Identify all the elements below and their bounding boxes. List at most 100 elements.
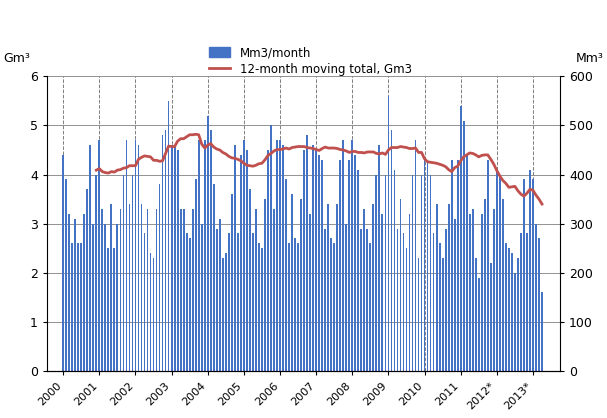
Bar [92, 224, 94, 371]
Bar [240, 155, 242, 371]
Bar [505, 243, 507, 371]
Bar [376, 175, 378, 371]
Bar [246, 150, 248, 371]
Bar [466, 155, 467, 371]
Bar [538, 238, 540, 371]
Bar [304, 150, 305, 371]
Bar [126, 140, 127, 371]
Bar [77, 243, 79, 371]
Bar [396, 229, 398, 371]
Bar [282, 145, 284, 371]
Bar [189, 238, 191, 371]
Bar [69, 214, 70, 371]
Bar [523, 179, 525, 371]
Bar [267, 150, 269, 371]
Bar [354, 155, 356, 371]
Bar [264, 199, 266, 371]
Bar [514, 273, 516, 371]
Bar [138, 145, 140, 371]
Bar [273, 209, 275, 371]
Bar [387, 96, 389, 371]
Bar [168, 101, 169, 371]
Bar [186, 234, 188, 371]
Legend: Mm3/month, 12-month moving total, Gm3: Mm3/month, 12-month moving total, Gm3 [207, 44, 414, 78]
Bar [324, 229, 326, 371]
Bar [312, 145, 314, 371]
Bar [351, 140, 353, 371]
Bar [439, 243, 441, 371]
Bar [463, 120, 464, 371]
Bar [249, 189, 251, 371]
Bar [508, 248, 510, 371]
Bar [379, 145, 381, 371]
Bar [409, 214, 410, 371]
Bar [451, 160, 453, 371]
Bar [95, 175, 97, 371]
Bar [430, 175, 432, 371]
Bar [147, 209, 149, 371]
Bar [381, 214, 383, 371]
Bar [132, 175, 134, 371]
Bar [318, 155, 320, 371]
Bar [390, 130, 392, 371]
Bar [532, 179, 534, 371]
Bar [345, 224, 347, 371]
Bar [315, 150, 317, 371]
Bar [270, 125, 272, 371]
Bar [101, 209, 103, 371]
Bar [198, 140, 200, 371]
Bar [415, 140, 416, 371]
Bar [237, 234, 239, 371]
Bar [399, 199, 401, 371]
Bar [541, 293, 543, 371]
Bar [348, 160, 350, 371]
Bar [535, 224, 537, 371]
Bar [252, 234, 254, 371]
Bar [117, 224, 118, 371]
Bar [110, 204, 112, 371]
Bar [475, 258, 476, 371]
Bar [74, 219, 76, 371]
Bar [66, 179, 67, 371]
Bar [135, 140, 137, 371]
Bar [86, 189, 88, 371]
Bar [243, 140, 245, 371]
Bar [393, 170, 395, 371]
Bar [219, 219, 221, 371]
Bar [192, 209, 194, 371]
Bar [493, 209, 495, 371]
Bar [373, 204, 375, 371]
Bar [228, 234, 229, 371]
Bar [158, 184, 160, 371]
Bar [358, 170, 359, 371]
Bar [511, 253, 513, 371]
Bar [481, 214, 483, 371]
Bar [104, 224, 106, 371]
Bar [279, 140, 281, 371]
Bar [114, 248, 115, 371]
Bar [321, 160, 323, 371]
Bar [255, 209, 257, 371]
Bar [291, 194, 293, 371]
Bar [222, 258, 224, 371]
Bar [436, 204, 438, 371]
Bar [261, 248, 263, 371]
Bar [234, 145, 236, 371]
Bar [174, 145, 175, 371]
Bar [370, 243, 371, 371]
Bar [517, 258, 519, 371]
Bar [529, 170, 531, 371]
Bar [454, 219, 456, 371]
Bar [63, 155, 64, 371]
Bar [285, 179, 287, 371]
Bar [484, 199, 486, 371]
Bar [276, 140, 278, 371]
Bar [80, 243, 82, 371]
Bar [405, 248, 407, 371]
Bar [171, 145, 172, 371]
Bar [300, 199, 302, 371]
Bar [144, 234, 146, 371]
Bar [288, 243, 290, 371]
Bar [297, 243, 299, 371]
Bar [427, 160, 429, 371]
